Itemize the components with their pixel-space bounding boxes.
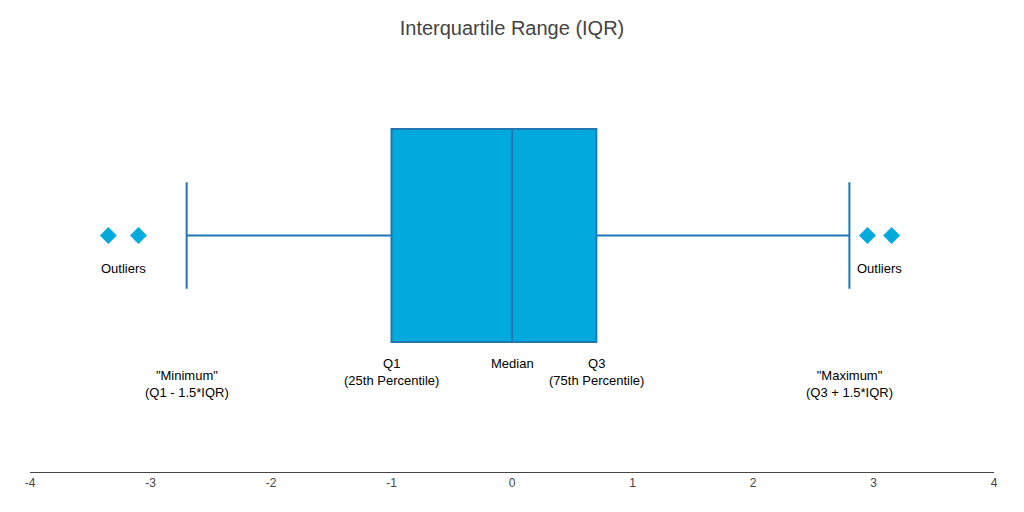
svg-text:-1: -1 [386, 476, 397, 490]
svg-text:-3: -3 [145, 476, 156, 490]
svg-text:Outliers: Outliers [857, 261, 902, 276]
svg-text:-4: -4 [25, 476, 36, 490]
svg-text:2: 2 [750, 476, 757, 490]
svg-text:"Minimum"(Q1 - 1.5*IQR): "Minimum"(Q1 - 1.5*IQR) [145, 368, 229, 400]
svg-text:4: 4 [991, 476, 998, 490]
svg-text:3: 3 [870, 476, 877, 490]
svg-text:Q3(75th Percentile): Q3(75th Percentile) [549, 356, 644, 388]
svg-text:Q1(25th Percentile): Q1(25th Percentile) [344, 356, 439, 388]
svg-text:0: 0 [509, 476, 516, 490]
svg-text:"Maximum"(Q3 + 1.5*IQR): "Maximum"(Q3 + 1.5*IQR) [806, 368, 893, 400]
svg-text:Outliers: Outliers [101, 261, 146, 276]
svg-text:-2: -2 [266, 476, 277, 490]
svg-text:1: 1 [629, 476, 636, 490]
svg-text:Interquartile Range (IQR): Interquartile Range (IQR) [400, 17, 625, 39]
svg-text:Median: Median [491, 356, 534, 371]
